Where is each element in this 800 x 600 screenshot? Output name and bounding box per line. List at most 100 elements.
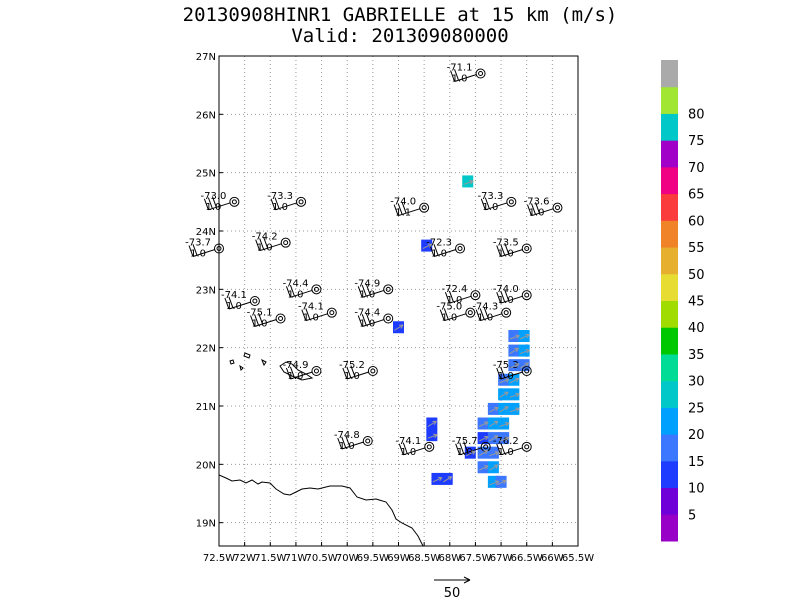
wind-speed-cell: [487, 446, 499, 459]
coastline: [219, 352, 424, 546]
station-circle: [424, 441, 435, 452]
wind-barb-feather: [504, 242, 510, 255]
station-plot: -76.21.0: [493, 436, 532, 458]
wind-vector-head: [484, 421, 489, 426]
station-circle: [521, 243, 532, 254]
wind-vector-head: [515, 334, 520, 339]
wind-speed-cell: [462, 175, 474, 188]
station-value: 1.0: [482, 202, 498, 213]
colorbar-swatch: [661, 514, 678, 542]
wind-barb-feather: [443, 308, 449, 320]
wind-barb-feather: [211, 196, 217, 208]
wind-vector: [509, 347, 519, 355]
station-circle-inner: [508, 199, 514, 205]
wind-barb-feather: [270, 198, 276, 211]
lon-tick-label: 70W: [336, 553, 359, 564]
wind-speed-cell: [487, 402, 499, 415]
station-value: 1.0: [447, 295, 463, 306]
wind-barb-feather: [258, 312, 264, 325]
wind-speed-cell: [477, 417, 489, 430]
colorbar-label: 30: [688, 375, 705, 390]
station-circle: [521, 366, 532, 376]
wind-vector: [432, 477, 443, 483]
lon-tick-label: 68.5W: [408, 553, 440, 564]
wind-vector-head: [515, 392, 520, 398]
wind-speed-cell: [498, 373, 510, 386]
station-plot: -74.11.0: [395, 436, 435, 458]
wind-vector-head: [504, 436, 510, 441]
wind-speed-cell: [518, 330, 530, 342]
colorbar-swatch: [661, 434, 678, 462]
wind-vector-head: [493, 435, 499, 440]
lon-tick-label: 67W: [490, 553, 513, 564]
station-value: 1.0: [288, 289, 304, 300]
wind-vector-head: [524, 362, 530, 367]
station-temperature: -74.1: [395, 436, 421, 447]
wind-barb-feather: [259, 238, 265, 250]
wind-vectors: [394, 179, 530, 486]
station-circle-inner: [278, 316, 284, 321]
wind-speed-cell: [421, 239, 433, 252]
wind-barb-feather: [357, 315, 363, 327]
station-value: 1.0: [359, 319, 375, 330]
wind-vector-head: [399, 324, 404, 329]
station-temperature: -74.0: [493, 284, 519, 295]
station-temperature: -75.3: [493, 360, 519, 371]
wind-barb-feather: [345, 435, 351, 447]
station-value: 1.0: [359, 289, 375, 300]
station-value: 1.0: [431, 249, 447, 260]
wind-speed-cell: [487, 475, 499, 488]
chart-valid-time: Valid: 201309080000: [291, 25, 509, 47]
wind-vector-head: [494, 480, 500, 485]
wind-vector-head: [494, 406, 499, 412]
wind-speed-cell: [508, 402, 520, 415]
lon-tick-label: 66.5W: [511, 553, 543, 564]
wind-vector-head: [504, 421, 510, 427]
wind-speed-cell: [498, 417, 510, 430]
wind-vector: [499, 391, 509, 398]
station-circle: [275, 313, 286, 324]
wind-barb-feather: [350, 365, 356, 377]
lat-tick-label: 26N: [196, 110, 216, 121]
wind-vector: [442, 476, 453, 483]
wind-barb-feather: [341, 436, 347, 448]
colorbar-swatch: [661, 60, 678, 88]
wind-vector: [394, 324, 404, 331]
lon-tick-label: 66W: [541, 553, 564, 564]
station-temperature: -76.2: [493, 436, 519, 447]
station-circle-inner: [283, 240, 289, 246]
station-temperature: -73.7: [185, 238, 211, 249]
wind-speed-cell: [508, 373, 520, 386]
wind-barb-feather: [433, 244, 439, 256]
colorbar-label: 75: [688, 134, 705, 149]
station-circle-inner: [313, 286, 319, 292]
station-temperature: -73.3: [477, 191, 503, 202]
station-temperature: -74.9: [283, 360, 309, 371]
station-circle-inner: [365, 438, 371, 444]
wind-speed-cell: [508, 388, 520, 401]
wind-vector: [509, 335, 520, 340]
lon-tick-label: 69W: [387, 553, 410, 564]
wind-vector: [427, 420, 437, 427]
wind-vector-head: [437, 476, 443, 482]
station-plot: -73.31.0: [267, 191, 307, 213]
wind-barb-feather: [224, 297, 230, 310]
wind-barb-feather: [496, 443, 502, 456]
wind-vector-head: [447, 476, 453, 481]
colorbar-swatch: [661, 166, 678, 195]
station-circle-inner: [385, 286, 391, 292]
station-circle: [383, 284, 394, 295]
station-circle: [552, 202, 563, 213]
station-circle-inner: [524, 444, 530, 450]
colorbar-swatch: [661, 140, 678, 168]
wind-vector-head: [483, 449, 489, 455]
wind-barb-feather: [361, 314, 367, 326]
wind-barb-feather: [346, 366, 352, 378]
station-circle-inner: [467, 310, 473, 316]
coastline-great-inagua: [279, 361, 314, 381]
lat-tick-label: 20N: [196, 460, 216, 471]
station-plot: -75.01.0: [436, 302, 476, 324]
station-value: 1.0: [252, 319, 268, 330]
wind-vector-head: [525, 349, 530, 354]
station-circle-inner: [216, 246, 222, 251]
